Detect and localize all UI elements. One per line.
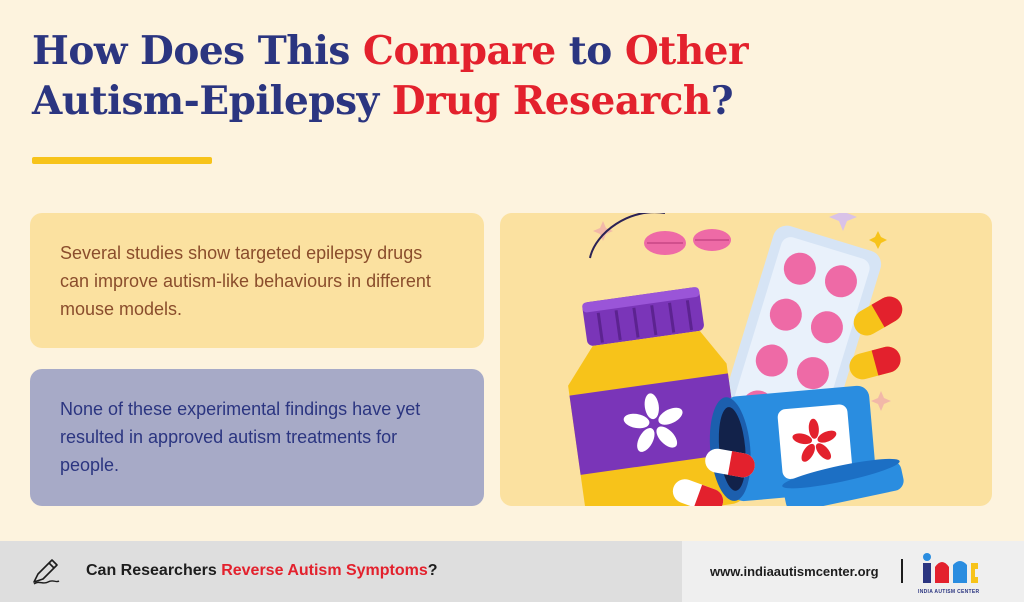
footer-branding: www.indiaautismcenter.org INDIA AUTISM C…: [682, 541, 1024, 602]
info-card-studies: Several studies show targeted epilepsy d…: [30, 213, 484, 348]
footer-suffix: ?: [427, 562, 438, 579]
footer-related-text[interactable]: Can Researchers Reverse Autism Symptoms?: [86, 562, 438, 580]
title-highlight-other: Other: [624, 28, 749, 74]
pencil-writing-icon: [33, 559, 60, 585]
title-highlight-compare: Compare: [362, 28, 556, 74]
title-text: How Does This: [32, 28, 363, 74]
title-line-1: How Does This Compare to Other: [32, 26, 992, 76]
footer-link-reverse-symptoms[interactable]: Reverse Autism Symptoms: [221, 562, 428, 579]
info-card-studies-text: Several studies show targeted epilepsy d…: [60, 243, 431, 319]
title-line-2: Autism-Epilepsy Drug Research?: [32, 76, 992, 126]
title-question-mark: ?: [710, 78, 734, 124]
title-highlight-drug-research: Drug Research: [391, 78, 711, 124]
india-autism-center-logo-icon: [923, 553, 978, 583]
info-card-findings-text: None of these experimental findings have…: [60, 399, 421, 475]
footer-bar: Can Researchers Reverse Autism Symptoms?…: [0, 541, 1024, 602]
info-card-findings: None of these experimental findings have…: [30, 369, 484, 506]
medicine-illustration-icon: [568, 213, 904, 506]
logo-label: INDIA AUTISM CENTER: [918, 589, 980, 595]
footer-related-link[interactable]: Can Researchers Reverse Autism Symptoms?: [0, 541, 682, 602]
title-underline-accent: [32, 157, 212, 164]
illustration-panel: [500, 213, 992, 506]
footer-prefix: Can Researchers: [86, 562, 222, 579]
website-link[interactable]: www.indiaautismcenter.org: [710, 564, 879, 579]
title-text: to: [555, 28, 625, 74]
page-title: How Does This Compare to Other Autism-Ep…: [32, 26, 992, 126]
footer-divider: [901, 559, 903, 583]
title-text: Autism-Epilepsy: [32, 78, 392, 124]
